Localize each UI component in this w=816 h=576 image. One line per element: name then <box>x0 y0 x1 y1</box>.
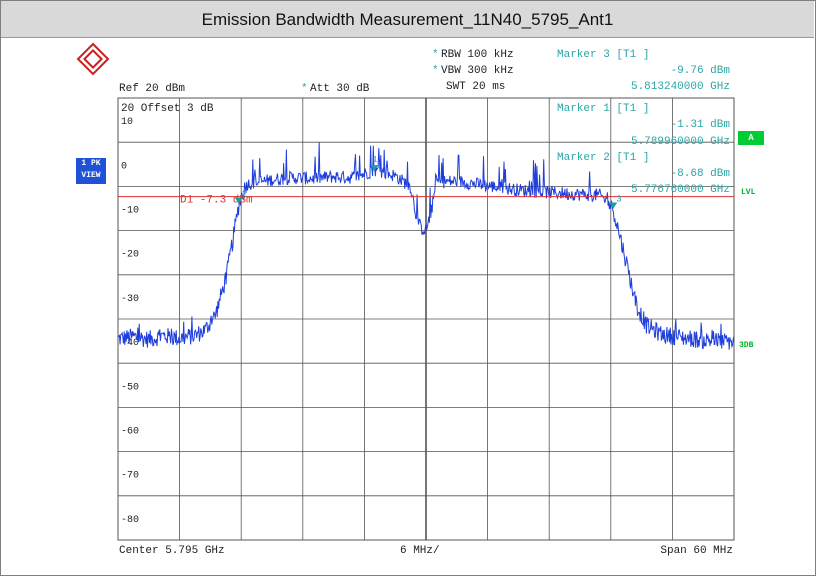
window-title: Emission Bandwidth Measurement_11N40_579… <box>201 10 614 29</box>
level-indicator: LVL <box>741 188 756 197</box>
trace-indicator-badge: 1 PK VIEW <box>76 158 106 184</box>
trace-a-label: A <box>748 133 754 142</box>
trace-detector-label: 1 PK <box>81 159 101 168</box>
3db-indicator: 3DB <box>739 341 754 350</box>
rs-logo-icon <box>76 42 110 76</box>
trace-mode-label: VIEW <box>81 171 101 180</box>
window-title-bar: Emission Bandwidth Measurement_11N40_579… <box>1 1 814 38</box>
trace-a-badge: A <box>738 131 764 145</box>
